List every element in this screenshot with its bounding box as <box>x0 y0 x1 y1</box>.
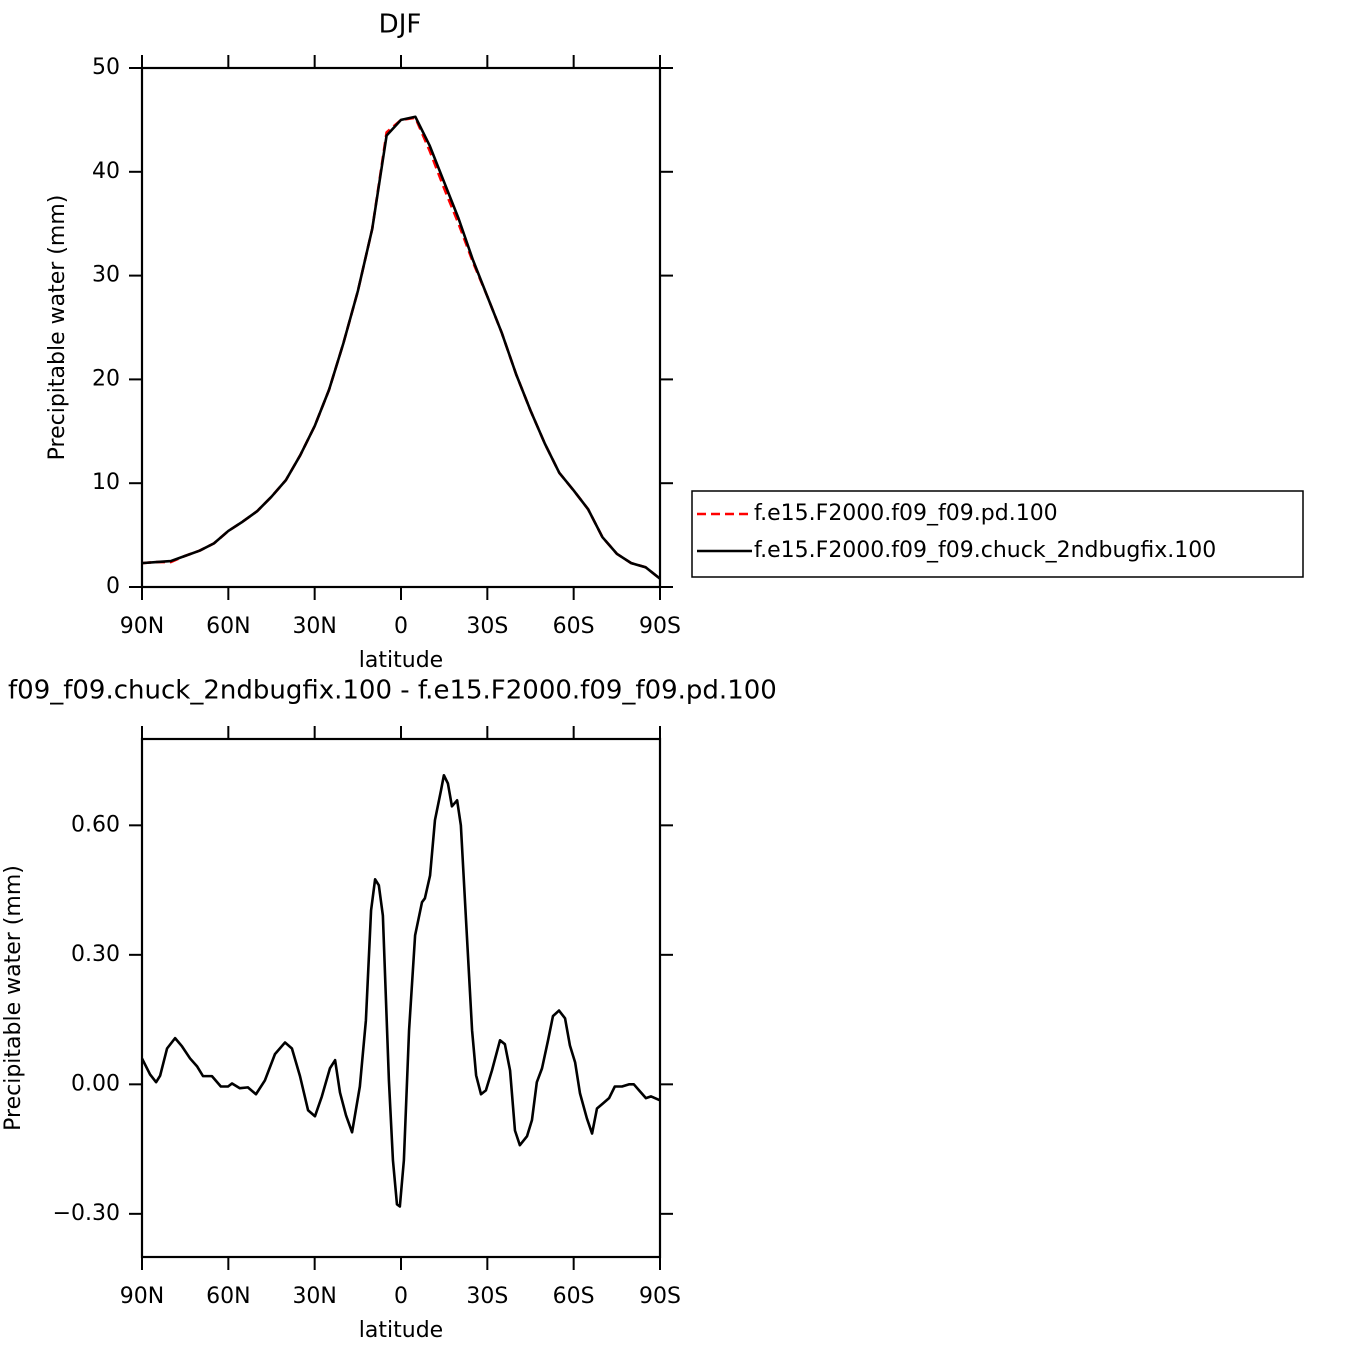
y-axis-label: Precipitable water (mm) <box>45 195 70 461</box>
x-tick-label: 30S <box>466 614 508 639</box>
y-tick-label: 0.00 <box>71 1071 120 1096</box>
legend-box <box>691 490 1304 578</box>
chart-title: f09_f09.chuck_2ndbugfix.100 - f.e15.F200… <box>8 676 777 706</box>
x-tick-label: 30N <box>292 614 336 639</box>
x-tick-label: 60S <box>553 1284 595 1309</box>
y-tick-label: 30 <box>92 263 120 288</box>
plot-frame <box>140 66 662 589</box>
x-tick-label: 30N <box>292 1284 336 1309</box>
x-tick-label: 90N <box>120 614 164 639</box>
x-tick-label: 30S <box>466 1284 508 1309</box>
data-line <box>140 773 661 1208</box>
x-tick-label: 90S <box>639 1284 681 1309</box>
data-line <box>141 115 661 580</box>
x-tick-label: 90S <box>639 614 681 639</box>
y-tick-label: 0 <box>106 574 120 599</box>
x-axis-label: latitude <box>359 1318 443 1343</box>
plot-frame <box>140 737 662 1259</box>
y-axis-label: Precipitable water (mm) <box>1 865 26 1131</box>
x-tick-label: 0 <box>394 614 408 639</box>
legend-label: f.e15.F2000.f09_f09.chuck_2ndbugfix.100 <box>754 538 1216 563</box>
y-tick-label: 40 <box>92 159 120 184</box>
x-tick-label: 60N <box>206 1284 250 1309</box>
y-tick-label: 50 <box>92 55 120 80</box>
x-tick-label: 60S <box>553 614 595 639</box>
y-tick-label: 0.30 <box>71 942 120 967</box>
y-tick-label: 10 <box>92 470 120 495</box>
y-tick-label: −0.30 <box>53 1201 120 1226</box>
x-tick-label: 60N <box>206 614 250 639</box>
y-tick-label: 0.60 <box>71 812 120 837</box>
chart-title: DJF <box>379 10 422 40</box>
x-tick-label: 90N <box>120 1284 164 1309</box>
y-tick-label: 20 <box>92 366 120 391</box>
x-tick-label: 0 <box>394 1284 408 1309</box>
legend-label: f.e15.F2000.f09_f09.pd.100 <box>754 501 1058 526</box>
x-axis-label: latitude <box>359 648 443 673</box>
